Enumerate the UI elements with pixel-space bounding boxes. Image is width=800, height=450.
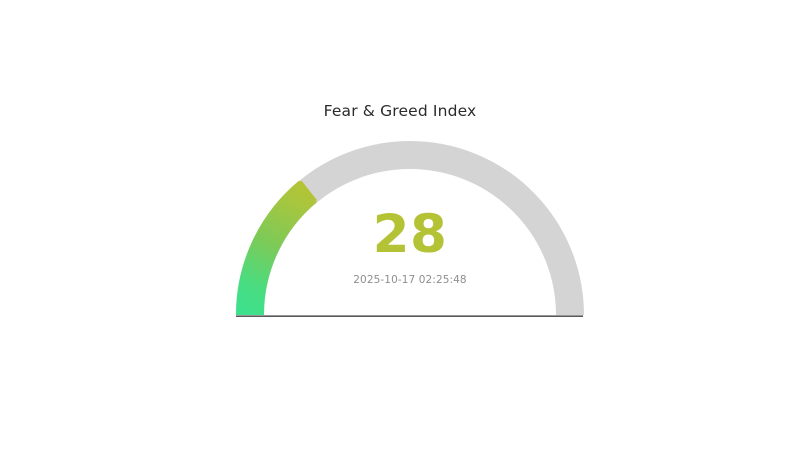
- gauge-progress-arc: [235, 180, 318, 316]
- page-title: Fear & Greed Index: [323, 102, 477, 120]
- gauge-track: [236, 141, 584, 316]
- gauge-marker-tick-icon: [298, 180, 317, 203]
- gauge-chart: [221, 131, 599, 323]
- gauge-icon: [235, 141, 584, 317]
